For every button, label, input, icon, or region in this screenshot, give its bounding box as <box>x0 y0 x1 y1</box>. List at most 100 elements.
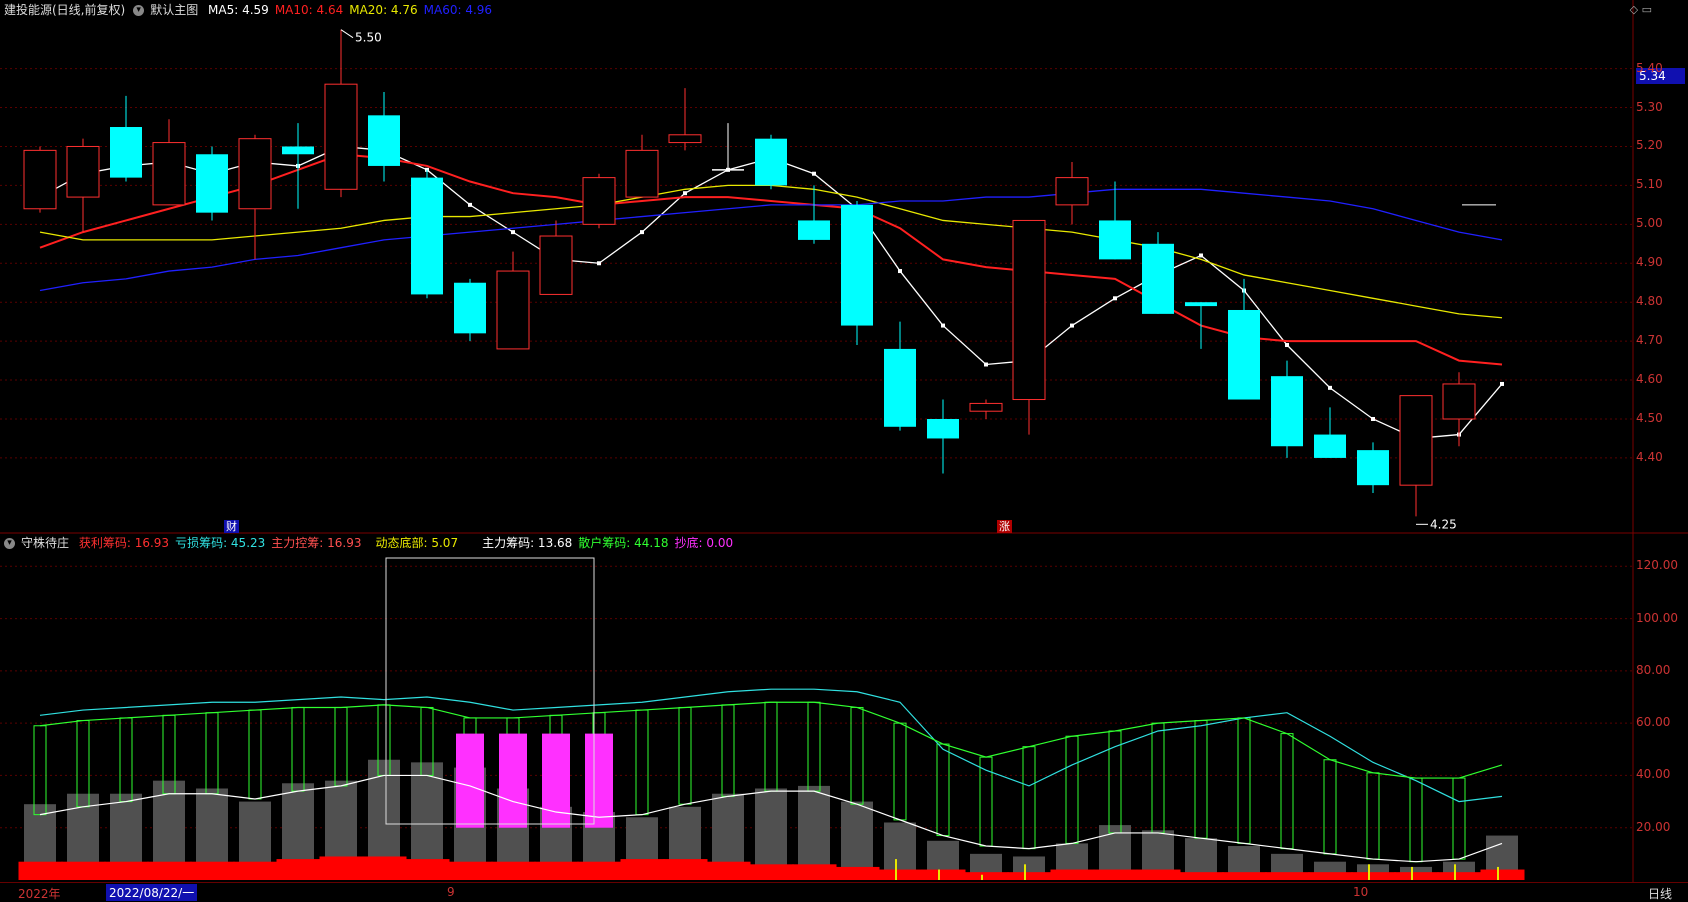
price-tick-label: 4.80 <box>1636 294 1663 309</box>
control-bar <box>1093 869 1138 880</box>
indicator-line <box>39 701 1503 779</box>
retail-bar <box>119 717 133 803</box>
control-bar <box>749 864 794 880</box>
indicator-label-3: 动态底部: 5.07 <box>375 536 459 550</box>
indicator-line <box>39 688 1503 803</box>
indicator-header: ▾ 守株待庄 获利筹码: 16.93 亏损筹码: 45.23 主力控筹: 16.93 动… <box>0 533 745 553</box>
retail-bar <box>1194 720 1208 839</box>
control-bar <box>1265 872 1310 880</box>
ma5-point <box>597 261 601 266</box>
retail-bar <box>936 743 950 837</box>
window-icon[interactable]: ▭ <box>1641 3 1652 16</box>
ma5-point <box>984 362 988 367</box>
candle-up <box>1012 219 1046 401</box>
control-bar <box>577 861 622 880</box>
candle-down <box>196 154 228 213</box>
ma5-point <box>1371 416 1375 421</box>
indicator-name[interactable]: 守株待庄 <box>21 536 70 550</box>
main-chart-name[interactable]: 默认主图 <box>150 3 199 17</box>
candle-down <box>110 127 142 178</box>
candle-down <box>411 177 443 295</box>
control-bar <box>1179 872 1224 880</box>
ma5-point <box>1113 296 1117 301</box>
indicator-tick-label: 60.00 <box>1636 715 1671 730</box>
badge-cai[interactable]: 财 <box>224 520 239 533</box>
retail-bar <box>1323 759 1337 855</box>
low-label: 4.25 <box>1430 517 1457 531</box>
diamond-icon[interactable]: ◇ <box>1629 3 1639 16</box>
control-bar <box>1480 869 1525 880</box>
ma-label-2: MA20: 4.76 <box>349 3 418 17</box>
retail-bar <box>33 725 47 816</box>
current-price-tag: 5.34 <box>1636 68 1685 84</box>
period-button[interactable]: 日线 <box>1647 887 1672 901</box>
control-bar <box>18 861 63 880</box>
ma5-point <box>683 191 687 196</box>
candle-up <box>238 138 272 210</box>
control-bar <box>534 861 579 880</box>
indicator-line <box>39 774 1503 863</box>
indicator-tick-label: 40.00 <box>1636 767 1671 782</box>
candle-up <box>1055 177 1089 206</box>
candle-down <box>841 204 873 326</box>
badge-zhang[interactable]: 涨 <box>997 520 1012 533</box>
ma5-point <box>1070 323 1074 328</box>
ma-label-0: MA5: 4.59 <box>208 3 269 17</box>
candle-up <box>324 83 358 190</box>
retail-bar <box>1151 722 1165 834</box>
indicator-tick-label: 100.00 <box>1636 610 1678 625</box>
candle-up <box>1442 383 1476 420</box>
retail-bar <box>205 712 219 795</box>
candle-down <box>884 348 916 427</box>
ma5-point <box>1500 381 1504 386</box>
control-bar <box>878 869 923 880</box>
retail-bar <box>291 706 305 792</box>
control-bar <box>792 864 837 880</box>
control-bar <box>663 859 708 880</box>
candle-down <box>1228 309 1260 400</box>
candle-up <box>668 134 702 144</box>
candle-down <box>798 220 830 240</box>
chevron-down-icon[interactable]: ▾ <box>4 538 15 549</box>
indicator-label-2: 主力控筹: 16.93 <box>271 536 362 550</box>
indicator-values: 获利筹码: 16.93 亏损筹码: 45.23 主力控筹: 16.93 动态底部: 5… <box>79 536 739 550</box>
ma5-point <box>468 202 472 207</box>
price-tick-label: 5.40 <box>1636 60 1663 75</box>
control-bar <box>1050 869 1095 880</box>
control-bar <box>1308 872 1353 880</box>
control-bar <box>448 861 493 880</box>
bottom-fish-bar <box>499 733 527 828</box>
retail-bar <box>1366 772 1380 860</box>
retail-bar <box>850 706 864 805</box>
control-bar <box>1222 872 1267 880</box>
ma5-point <box>1199 253 1203 258</box>
price-tick-label: 5.10 <box>1636 177 1663 192</box>
candle-down <box>368 115 400 166</box>
retail-bar <box>807 701 821 792</box>
bottom-fish-bar <box>456 733 484 828</box>
high-marker <box>340 29 354 39</box>
date-month-9: 9 <box>447 885 455 899</box>
main-chart-header: 建投能源(日线,前复权) ▾ 默认主图 MA5: 4.59 MA10: 4.64 MA2… <box>0 0 504 20</box>
candle-up <box>625 149 659 198</box>
price-tick-label: 5.00 <box>1636 216 1663 231</box>
selection-box <box>385 557 595 825</box>
ma5-point <box>640 230 644 235</box>
control-bar <box>147 861 192 880</box>
date-axis: 2022年 2022/08/22/一 9 10 日线 <box>0 882 1688 901</box>
control-bar <box>921 869 966 880</box>
ma5-point <box>1328 385 1332 390</box>
ma5-point <box>1285 343 1289 348</box>
control-bar <box>405 859 450 880</box>
control-bar <box>1394 872 1439 880</box>
retail-bar <box>1452 777 1466 860</box>
chevron-down-icon[interactable]: ▾ <box>133 5 145 16</box>
price-tick-label: 4.90 <box>1636 255 1663 270</box>
indicator-label-5: 散户筹码: 44.18 <box>578 536 669 550</box>
indicator-label-4: 主力筹码: 13.68 <box>482 536 573 550</box>
control-bar <box>190 861 235 880</box>
control-bar <box>706 861 751 880</box>
stock-title: 建投能源(日线,前复权) <box>4 3 126 17</box>
candle-down <box>1142 243 1174 314</box>
candle-up <box>969 402 1003 412</box>
